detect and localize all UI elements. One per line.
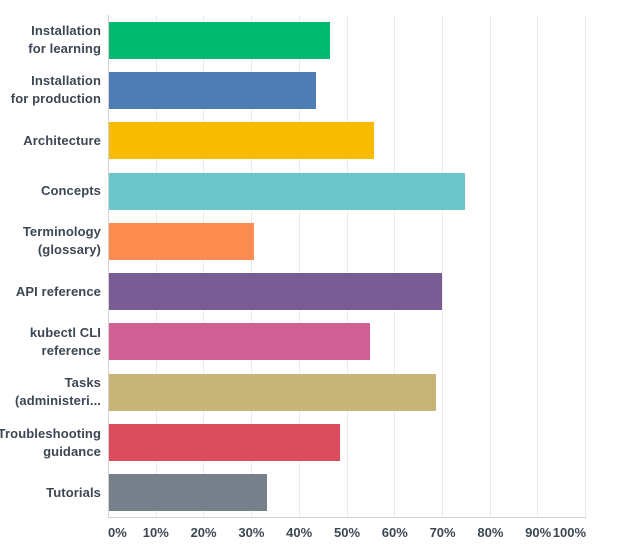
bar-9 [109,474,268,512]
category-label-6: kubectl CLI reference [0,317,101,367]
category-label-2: Architecture [0,116,101,166]
bar-6 [109,323,370,361]
category-label-line: (administeri... [14,393,101,409]
category-label-8: Troubleshooting guidance [0,417,101,467]
category-label-line: Tutorials [46,484,101,500]
category-label-5: API reference [0,267,101,317]
category-label-line: for production [10,91,101,107]
x-tick-label-30pct: 30% [238,525,265,540]
x-tick-label-100pct: 100% [552,525,586,540]
gridline-90 [537,15,539,517]
gridline-70 [441,15,443,517]
category-label-line: Installation [31,23,101,39]
category-label-9: Tutorials [0,468,101,518]
category-label-line: Tasks [64,375,101,391]
x-tick-label-40pct: 40% [286,525,313,540]
x-tick-label-50pct: 50% [333,525,361,540]
category-label-line: (glossary) [37,242,101,258]
gridline-10 [155,15,157,517]
category-label-line: Terminology [22,224,101,240]
gridline-20 [203,15,205,517]
x-tick-label-80pct: 80% [477,525,504,540]
bar-2 [109,122,375,160]
category-label-line: Concepts [40,183,101,199]
plot-area [108,15,586,518]
x-tick-label-10pct: 10% [142,525,169,540]
bar-3 [109,172,466,210]
category-label-line: reference [41,342,101,358]
category-label-line: Architecture [23,132,101,148]
bar-8 [109,424,341,461]
category-label-line: kubectl CLI [29,324,101,340]
x-tick-label-20pct: 20% [190,525,217,540]
bar-7 [109,373,437,411]
category-labels: Installation for learning Installation for … [0,15,101,518]
category-label-line: Installation [31,73,101,89]
bar-0 [109,21,331,59]
category-label-7: Tasks (administeri... [0,367,101,417]
bar-4 [109,222,254,260]
category-label-1: Installation for production [0,65,101,115]
gridline-50 [346,15,348,517]
x-axis: 0% 10% 20% 30% 40% 50% 60% 70% 80% 90% 100% [108,523,586,545]
bar-1 [109,71,317,109]
bar-5 [109,273,442,311]
category-label-4: Terminology (glossary) [0,216,101,266]
gridline-40 [298,15,300,517]
x-tick-label-0pct: 0% [108,525,127,540]
x-tick-label-70pct: 70% [429,525,456,540]
gridline-80 [489,15,491,517]
gridline-60 [394,15,396,517]
x-tick-label-60pct: 60% [381,525,408,540]
category-label-line: Troubleshooting [0,425,101,441]
category-label-0: Installation for learning [0,15,101,65]
gridline-100 [585,15,586,517]
category-label-line: guidance [43,443,101,459]
category-label-3: Concepts [0,166,101,216]
category-label-line: API reference [15,283,101,299]
category-label-line: for learning [28,41,101,57]
gridline-30 [251,15,253,517]
x-tick-label-90pct: 90% [525,525,552,540]
